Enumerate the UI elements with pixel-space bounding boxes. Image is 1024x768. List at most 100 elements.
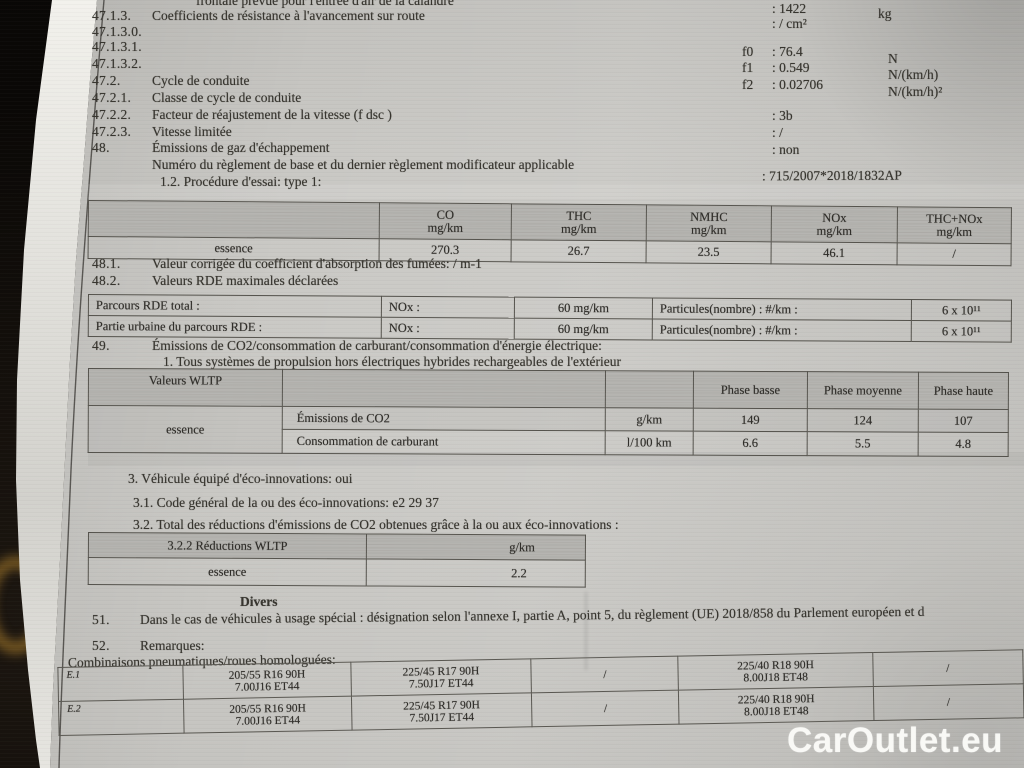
- emissions-corner-cell: [88, 200, 380, 239]
- reduction-row-label: essence: [88, 557, 367, 586]
- value-limited-speed: : non: [772, 142, 800, 157]
- wltp-co2-high: 107: [918, 409, 1009, 433]
- wltp-fuel-high: 4.8: [918, 432, 1009, 457]
- coef-f2-unit: N/(km/h)²: [888, 84, 943, 99]
- tyre-row1-label: E.1: [57, 665, 184, 702]
- wltp-co2-mid: 124: [807, 408, 919, 433]
- doc-num-48-1: 48.1.: [92, 256, 121, 271]
- caroutlet-watermark: CarOutlet.eu: [787, 721, 1004, 760]
- tyre-row2-slash2: /: [872, 683, 1024, 721]
- divers-title: Divers: [240, 594, 278, 609]
- doc-label-49-sub: 1. Tous systèmes de propulsion hors élec…: [163, 354, 621, 369]
- tyre-row1-combo1: 205/55 R16 90H 7.00J16 ET44: [182, 662, 352, 700]
- doc-num-47-1-3-1: 47.1.3.1.: [92, 39, 142, 54]
- doc-num-47-1-3-2: 47.1.3.2.: [92, 56, 142, 71]
- doc-num-47-2: 47.2.: [92, 73, 121, 88]
- doc-num-48-2: 48.2.: [92, 273, 121, 288]
- scan-light-band: [88, 184, 1024, 199]
- tyre-row2-combo1: 205/55 R16 90H 7.00J16 ET44: [183, 696, 352, 734]
- emissions-thcnox-value: /: [897, 242, 1012, 266]
- reduction-value: 2.2: [366, 558, 586, 588]
- doc-line-cut-top: frontale prévue pour l'entrée d'air de l…: [196, 0, 454, 8]
- reduction-table: 3.2.2 Réductions WLTP g/km essence 2.2: [88, 532, 586, 588]
- coef-f0-label: f0: [742, 44, 754, 59]
- wltp-co2-low: 149: [693, 408, 808, 432]
- wltp-table: Valeurs WLTP Phase basse Phase moyenne P…: [88, 368, 1009, 457]
- rde-table: Parcours RDE total : NOx : 60 mg/km Part…: [88, 294, 1012, 343]
- doc-num-52: 52.: [92, 638, 110, 653]
- tyre-row2-slash: /: [531, 690, 680, 727]
- wltp-phase-low: Phase basse: [693, 371, 808, 409]
- doc-label-48-1: Valeur corrigée du coefficient d'absorpt…: [152, 256, 482, 271]
- emissions-col-nox: NOx mg/km: [771, 205, 898, 243]
- tyre-row1-slash: /: [530, 656, 679, 693]
- wltp-row-label: essence: [88, 405, 283, 454]
- tyre-row2-label: E.2: [58, 699, 185, 736]
- doc-label-47-2: Cycle de conduite: [152, 73, 250, 88]
- wltp-phase-high: Phase haute: [918, 372, 1009, 410]
- tyre-row1-combo3: 225/40 R18 90H 8.00J18 ET48: [678, 652, 873, 691]
- wltp-fuel-low: 6.6: [693, 431, 808, 456]
- doc-procedure-line: 1.2. Procédure d'essai: type 1:: [160, 174, 322, 189]
- doc-label-48: Émissions de gaz d'échappement: [152, 140, 330, 155]
- eco-line-1: 3. Véhicule équipé d'éco-innovations: ou…: [128, 471, 353, 486]
- wltp-header-unit: [605, 370, 694, 409]
- emissions-nox-value: 46.1: [771, 241, 898, 265]
- rde-row1-particles: Particules(nombre) : #/km :: [652, 297, 912, 321]
- wltp-header-empty: [282, 369, 606, 408]
- doc-num-47-1-3: 47.1.3.: [92, 8, 132, 23]
- coef-f1-value: : 0.549: [772, 60, 810, 75]
- rde-row1-label: Parcours RDE total :: [88, 294, 382, 318]
- value-mass: : 1422: [772, 1, 807, 16]
- rde-row2-nox-value: 60 mg/km: [514, 318, 653, 340]
- emissions-nmhc-value: 23.5: [646, 240, 772, 264]
- doc-label-47-2-1: Classe de cycle de conduite: [152, 90, 302, 105]
- doc-label-47-2-3: Vitesse limitée: [152, 124, 232, 139]
- rde-row2-label: Partie urbaine du parcours RDE :: [88, 315, 382, 339]
- emissions-col-nmhc: NMHC mg/km: [646, 204, 772, 242]
- wltp-corner-cell: Valeurs WLTP: [88, 368, 283, 407]
- doc-label-49: Émissions de CO2/consommation de carbura…: [152, 338, 602, 353]
- tyre-row2-combo2: 225/45 R17 90H 7.50J17 ET44: [351, 692, 533, 731]
- coef-f1-label: f1: [742, 60, 754, 75]
- emissions-col-thcnox: THC+NOx mg/km: [897, 206, 1012, 244]
- coef-f0-unit: N: [888, 51, 898, 66]
- reduction-unit: g/km: [366, 533, 586, 561]
- doc-num-47-1-3-0: 47.1.3.0.: [92, 24, 142, 39]
- doc-num-47-2-1: 47.2.1.: [92, 90, 132, 105]
- doc-label-48-2: Valeurs RDE maximales déclarées: [152, 273, 339, 288]
- doc-label-47-2-2: Facteur de réajustement de la vitesse (f…: [152, 107, 392, 122]
- tyre-row1-combo2: 225/45 R17 90H 7.50J17 ET44: [350, 658, 532, 697]
- doc-label-47-1-3: Coefficients de résistance à l'avancemen…: [152, 8, 425, 23]
- coef-f2-label: f2: [742, 77, 754, 92]
- rde-row1-nox-value: 60 mg/km: [514, 297, 653, 319]
- rde-row2-particles: Particules(nombre) : #/km :: [652, 318, 912, 342]
- reduction-header: 3.2.2 Réductions WLTP: [88, 532, 367, 559]
- eco-line-3: 3.2. Total des réductions d'émissions de…: [133, 517, 619, 532]
- doc-regulation-line: Numéro du règlement de base et du dernie…: [152, 157, 575, 172]
- coef-f1-unit: N/(km/h): [888, 67, 939, 82]
- coef-f0-value: : 76.4: [772, 44, 803, 59]
- eco-line-2: 3.1. Code général de la ou des éco-innov…: [133, 495, 439, 510]
- tyre-row2-combo3: 225/40 R18 90H 8.00J18 ET48: [678, 686, 874, 725]
- doc-regulation-value: : 715/2007*2018/1832AP: [761, 167, 902, 184]
- doc-num-47-2-3: 47.2.3.: [92, 124, 132, 139]
- doc-num-48: 48.: [92, 140, 110, 155]
- rde-row1-nox: NOx :: [381, 296, 515, 319]
- doc-num-51: 51.: [91, 611, 110, 628]
- emissions-thc-value: 26.7: [511, 239, 647, 263]
- emissions-col-thc: THC mg/km: [511, 203, 647, 241]
- wltp-co2-name: Émissions de CO2: [282, 406, 606, 431]
- coef-f2-value: : 0.02706: [772, 77, 824, 92]
- paper-crease: [585, 592, 587, 670]
- emissions-col-co: CO mg/km: [379, 202, 512, 240]
- value-cycle-class: : 3b: [772, 108, 793, 123]
- rde-row1-particles-value: 6 x 10¹¹: [911, 299, 1012, 322]
- tyre-row1-slash2: /: [872, 649, 1024, 687]
- unit-mass: kg: [878, 6, 892, 21]
- wltp-fuel-name: Consommation de carburant: [282, 429, 606, 455]
- value-speed-factor: : /: [772, 125, 783, 140]
- wltp-fuel-unit: l/100 km: [605, 430, 694, 456]
